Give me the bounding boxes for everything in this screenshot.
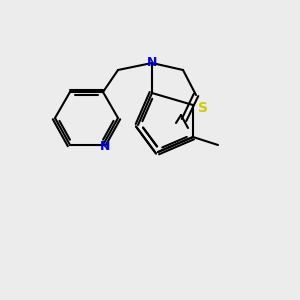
- Text: S: S: [198, 101, 208, 115]
- Text: N: N: [147, 56, 157, 70]
- Text: N: N: [100, 140, 110, 154]
